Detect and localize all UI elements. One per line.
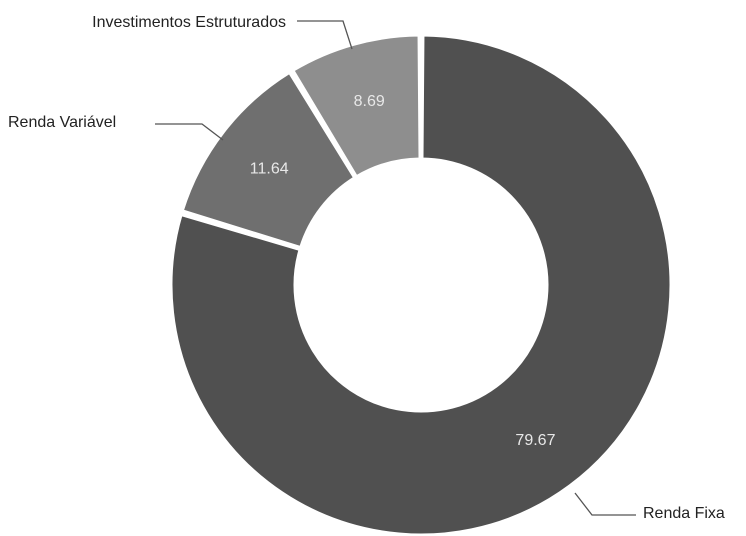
value-label-renda-fixa: 79.67 (515, 432, 555, 449)
labels: 79.67 Renda Fixa 11.64 Renda Variável 8.69 In… (8, 14, 725, 522)
leader-line-renda-variavel (155, 123, 224, 141)
slices (169, 33, 673, 536)
category-label-renda-variavel: Renda Variável (8, 114, 116, 131)
value-label-renda-variavel: 11.64 (250, 160, 289, 177)
leader-line-investimentos-estruturados (297, 20, 353, 50)
slice-renda-fixa[interactable] (169, 33, 673, 536)
slice-investimentos-estruturados[interactable] (291, 33, 422, 179)
category-label-investimentos-estruturados: Investimentos Estruturados (92, 14, 286, 31)
value-label-investimentos-estruturados: 8.69 (354, 93, 385, 110)
leader-lines (155, 20, 636, 516)
category-label-renda-fixa: Renda Fixa (643, 505, 725, 522)
slice-renda-variavel[interactable] (180, 70, 357, 250)
leader-line-renda-fixa (574, 492, 636, 516)
